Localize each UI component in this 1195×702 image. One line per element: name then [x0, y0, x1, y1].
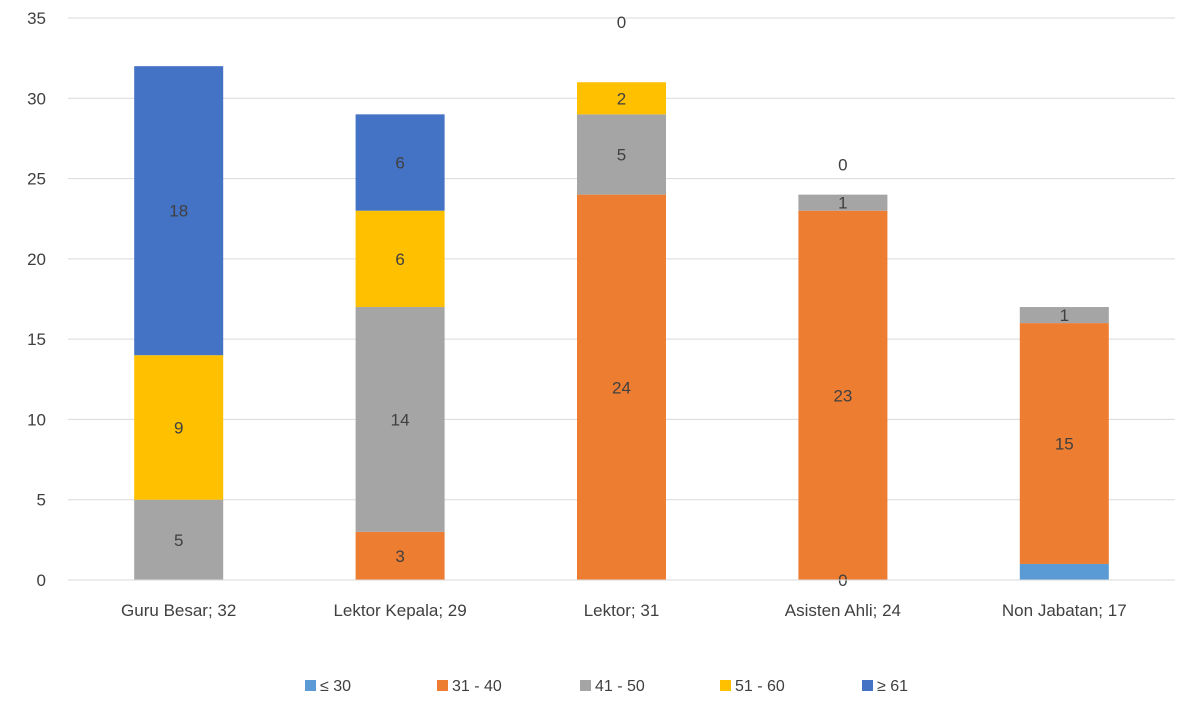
data-label: 1 — [838, 194, 847, 213]
bar-segment — [577, 82, 666, 115]
data-label: 9 — [174, 418, 183, 437]
legend-swatch — [580, 680, 591, 691]
x-category-label: Guru Besar; 32 — [121, 601, 236, 620]
y-tick-label: 25 — [27, 170, 46, 189]
legend-swatch — [720, 680, 731, 691]
bar-segment — [1019, 563, 1109, 580]
legend: ≤ 30 31 - 40 41 - 50 51 - 60 ≥ 61 — [305, 678, 908, 695]
data-label: 0 — [838, 156, 847, 175]
x-category-label: Lektor Kepala; 29 — [333, 601, 466, 620]
legend-label: ≤ 30 — [320, 678, 351, 695]
data-label: 14 — [391, 410, 410, 429]
legend-label: 51 - 60 — [735, 678, 785, 695]
bar-segment — [798, 194, 888, 211]
legend-swatch — [305, 680, 316, 691]
bar-segment — [355, 531, 445, 580]
bar-segment — [355, 114, 445, 211]
bar-segment — [134, 355, 224, 500]
data-label: 0 — [617, 13, 626, 32]
y-axis-ticks: 0 5 10 15 20 25 30 35 — [27, 9, 46, 590]
legend-swatch — [437, 680, 448, 691]
x-axis: Guru Besar; 32 Lektor Kepala; 29 Lektor; 3… — [68, 579, 1175, 620]
bar-segment — [577, 194, 666, 580]
bar-segment — [798, 210, 888, 580]
bars — [134, 66, 1109, 580]
data-label: 5 — [617, 145, 626, 164]
y-tick-label: 15 — [27, 330, 46, 349]
y-tick-label: 35 — [27, 9, 46, 28]
bar-segment — [1019, 307, 1109, 324]
data-label: 15 — [1055, 435, 1074, 454]
legend-swatch — [862, 680, 873, 691]
x-category-label: Lektor; 31 — [584, 601, 660, 620]
data-label: 3 — [395, 547, 404, 566]
bar-segment — [1019, 323, 1109, 564]
data-label: 6 — [395, 154, 404, 173]
y-tick-label: 5 — [37, 491, 46, 510]
legend-label: 41 - 50 — [595, 678, 645, 695]
data-label: 5 — [174, 531, 183, 550]
bar-segment — [577, 114, 666, 195]
data-label: 6 — [395, 250, 404, 269]
x-category-label: Asisten Ahli; 24 — [785, 601, 901, 620]
y-tick-label: 10 — [27, 410, 46, 429]
legend-label: 31 - 40 — [452, 678, 502, 695]
bar-segment — [134, 499, 224, 580]
data-label: 2 — [617, 89, 626, 108]
data-label: 18 — [169, 202, 188, 221]
data-label: 24 — [612, 378, 631, 397]
y-tick-label: 20 — [27, 250, 46, 269]
legend-label: ≥ 61 — [877, 678, 908, 695]
x-category-label: Non Jabatan; 17 — [1002, 601, 1127, 620]
y-tick-label: 30 — [27, 89, 46, 108]
data-label: 1 — [1060, 306, 1069, 325]
bar-segment — [134, 66, 224, 356]
data-label: 23 — [833, 386, 852, 405]
bar-segment — [355, 307, 445, 532]
bar-segment — [355, 210, 445, 308]
y-tick-label: 0 — [37, 571, 46, 590]
